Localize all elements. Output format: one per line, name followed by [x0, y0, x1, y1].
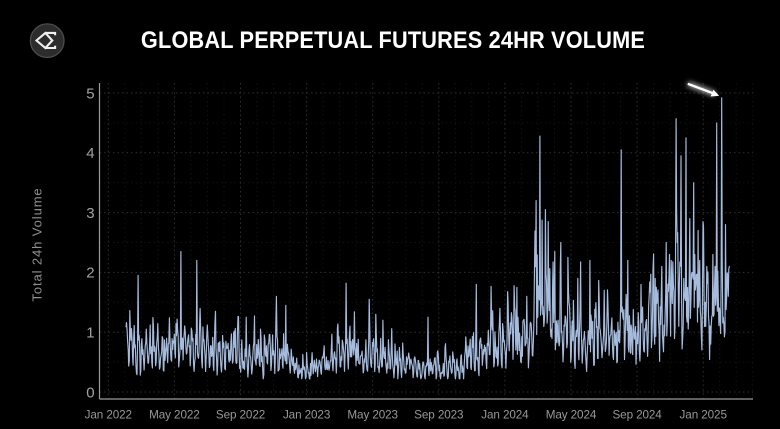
svg-text:1: 1 [86, 325, 94, 342]
svg-text:3: 3 [86, 205, 94, 222]
svg-text:Jan 2022: Jan 2022 [85, 409, 132, 422]
svg-text:Jan 2024: Jan 2024 [481, 409, 529, 422]
svg-text:May 2023: May 2023 [347, 409, 398, 422]
svg-text:0: 0 [86, 384, 94, 401]
svg-text:Sep 2024: Sep 2024 [612, 409, 662, 422]
svg-text:May 2024: May 2024 [546, 409, 597, 422]
svg-text:2: 2 [86, 265, 94, 282]
svg-text:5: 5 [86, 85, 94, 102]
svg-text:Jan 2025: Jan 2025 [680, 409, 728, 422]
svg-text:May 2022: May 2022 [149, 409, 200, 422]
svg-text:Sep 2023: Sep 2023 [414, 409, 463, 422]
svg-text:Sep 2022: Sep 2022 [216, 409, 265, 422]
svg-text:4: 4 [86, 145, 94, 162]
svg-text:Jan 2023: Jan 2023 [283, 409, 330, 422]
